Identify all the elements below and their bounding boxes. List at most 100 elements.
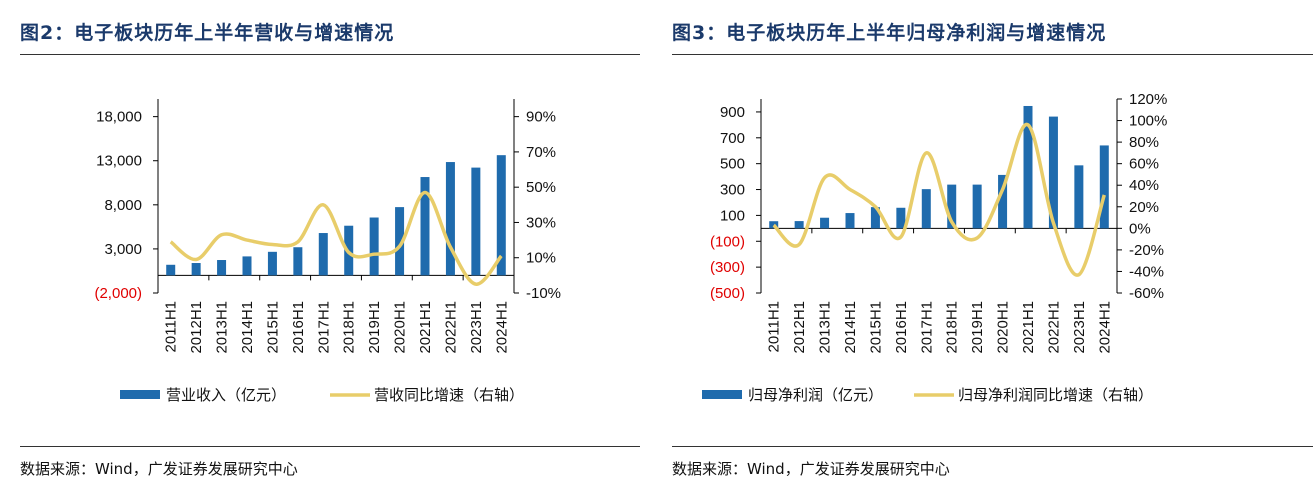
right-tick-label: 10% xyxy=(526,250,556,267)
bar xyxy=(445,162,455,276)
bar xyxy=(870,207,880,229)
left-tick-label: 500 xyxy=(720,156,745,173)
right-tick-label: -20% xyxy=(1129,242,1164,259)
left-tick-label: 700 xyxy=(720,130,745,147)
source-note: 数据来源：Wind，广发证券发展研究中心 xyxy=(672,460,950,478)
bar xyxy=(820,217,830,229)
x-tick-label: 2016H1 xyxy=(893,301,910,354)
x-tick-label: 2018H1 xyxy=(944,301,961,354)
bar xyxy=(420,177,430,276)
x-tick-label: 2015H1 xyxy=(264,301,281,354)
legend-line-label: 归母净利润同比增速（右轴） xyxy=(958,387,1153,404)
x-tick-label: 2021H1 xyxy=(417,301,434,354)
growth-line xyxy=(169,190,503,286)
right-tick-label: 60% xyxy=(1129,156,1159,173)
right-tick-label: -10% xyxy=(526,285,561,302)
x-tick-label: 2022H1 xyxy=(442,301,459,354)
bar xyxy=(369,217,379,276)
bar xyxy=(794,221,804,229)
right-tick-label: 120% xyxy=(1129,91,1167,108)
x-tick-label: 2023H1 xyxy=(468,301,485,354)
x-tick-label: 2019H1 xyxy=(969,301,986,354)
x-tick-label: 2022H1 xyxy=(1045,301,1062,354)
x-tick-label: 2016H1 xyxy=(290,301,307,354)
left-tick-label: 900 xyxy=(720,104,745,121)
bar xyxy=(896,207,906,229)
left-tick-label: 100 xyxy=(720,207,745,224)
x-tick-label: 2023H1 xyxy=(1071,301,1088,354)
legend-bar-label: 归母净利润（亿元） xyxy=(748,387,883,404)
left-tick-label: (500) xyxy=(710,285,745,302)
bar xyxy=(947,184,957,229)
right-tick-label: 80% xyxy=(1129,134,1159,151)
left-tick-label: (100) xyxy=(710,233,745,250)
x-tick-label: 2021H1 xyxy=(1020,301,1037,354)
x-tick-label: 2012H1 xyxy=(188,301,205,354)
growth-line xyxy=(772,123,1106,277)
left-tick-label: 300 xyxy=(720,182,745,199)
x-tick-label: 2024H1 xyxy=(1096,301,1113,354)
bar xyxy=(972,184,982,229)
x-tick-label: 2018H1 xyxy=(341,301,358,354)
right-tick-label: 70% xyxy=(526,144,556,161)
legend-bar-swatch xyxy=(120,390,160,399)
chart-revenue: 18,000 13,000 8,000 3,000 (2,000) 90% 70% 50% 30… xyxy=(94,99,561,404)
x-tick-label: 2024H1 xyxy=(493,301,510,354)
bar xyxy=(395,207,405,276)
right-tick-label: 30% xyxy=(526,214,556,231)
source-note: 数据来源：Wind，广发证券发展研究中心 xyxy=(20,460,298,478)
divider xyxy=(20,54,640,55)
right-tick-label: 50% xyxy=(526,179,556,196)
left-tick-label: 8,000 xyxy=(104,197,142,214)
chart-title: 图2：电子板块历年上半年营收与增速情况 xyxy=(20,22,395,44)
bar xyxy=(318,233,328,276)
bar xyxy=(471,167,481,276)
chart-panel-revenue: 图2：电子板块历年上半年营收与增速情况 18,000 13,000 8,000 3,0… xyxy=(0,0,640,499)
x-tick-label: 2011H1 xyxy=(163,301,180,352)
bar xyxy=(496,155,506,276)
right-tick-label: 0% xyxy=(1129,220,1151,237)
left-tick-label: 13,000 xyxy=(96,153,142,170)
bar xyxy=(217,260,227,276)
x-tick-label: 2011H1 xyxy=(766,301,783,352)
legend-bar-label: 营业收入（亿元） xyxy=(166,387,286,404)
left-tick-label: 18,000 xyxy=(96,109,142,126)
bar xyxy=(1074,165,1084,229)
bar xyxy=(191,263,201,276)
bar xyxy=(921,189,931,229)
x-tick-label: 2013H1 xyxy=(817,301,834,354)
x-tick-label: 2014H1 xyxy=(842,301,859,354)
x-tick-label: 2014H1 xyxy=(239,301,256,354)
divider xyxy=(20,446,640,447)
right-tick-label: 90% xyxy=(526,109,556,126)
right-tick-label: -60% xyxy=(1129,285,1164,302)
x-tick-label: 2020H1 xyxy=(995,301,1012,354)
chart-panel-profit: 图3：电子板块历年上半年归母净利润与增速情况 900 700 500 300 100 (1… xyxy=(652,0,1313,499)
bar xyxy=(1048,116,1058,229)
right-tick-label: 20% xyxy=(1129,199,1159,216)
bar xyxy=(242,256,252,276)
x-tick-label: 2015H1 xyxy=(867,301,884,354)
left-tick-label: (300) xyxy=(710,259,745,276)
legend-bar-swatch xyxy=(702,390,742,399)
bar xyxy=(293,247,303,276)
left-tick-label: (2,000) xyxy=(94,285,142,302)
x-tick-label: 2012H1 xyxy=(791,301,808,354)
right-tick-label: 40% xyxy=(1129,177,1159,194)
chart-profit: 900 700 500 300 100 (100) (300) (500) 120% 100% 80… xyxy=(702,91,1167,404)
left-tick-label: 3,000 xyxy=(104,241,142,258)
bar xyxy=(998,174,1008,229)
bar xyxy=(769,221,779,229)
x-tick-label: 2017H1 xyxy=(918,301,935,354)
right-tick-label: -40% xyxy=(1129,263,1164,280)
bar xyxy=(267,251,277,276)
bar xyxy=(166,264,176,276)
chart-title: 图3：电子板块历年上半年归母净利润与增速情况 xyxy=(672,22,1107,44)
bar xyxy=(1099,145,1109,229)
x-tick-label: 2019H1 xyxy=(366,301,383,354)
right-tick-label: 100% xyxy=(1129,113,1167,130)
x-tick-label: 2017H1 xyxy=(315,301,332,354)
bar xyxy=(1023,105,1033,229)
x-tick-label: 2020H1 xyxy=(392,301,409,354)
divider xyxy=(672,446,1313,447)
